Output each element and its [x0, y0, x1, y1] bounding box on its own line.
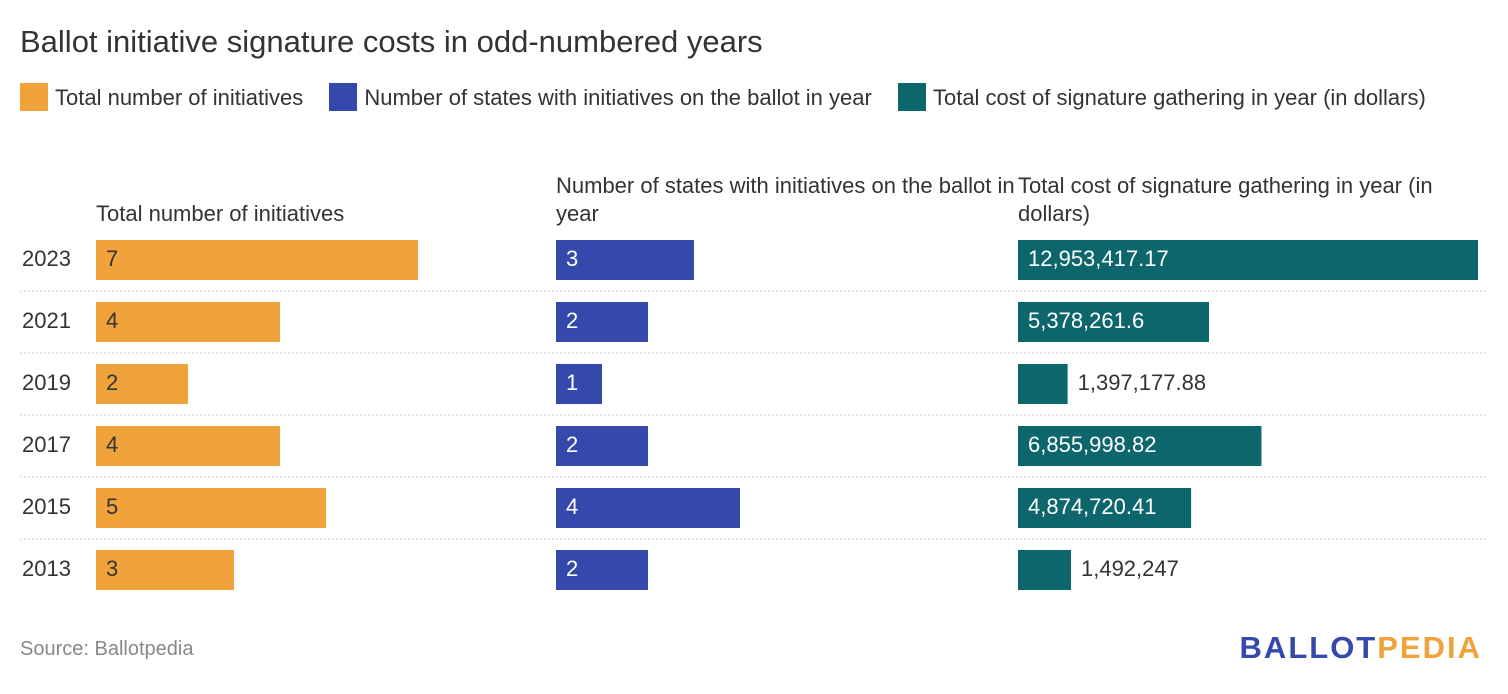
legend-label: Number of states with initiatives on the… [364, 85, 872, 110]
data-label: 2 [106, 370, 118, 395]
bar [556, 302, 648, 342]
bar [556, 364, 602, 404]
bar [1018, 488, 1192, 528]
bar [96, 550, 234, 590]
data-label: 1,397,177.88 [1078, 370, 1206, 395]
bar [556, 488, 740, 528]
y-tick-label: 2023 [22, 246, 71, 271]
data-label: 4,874,720.41 [1028, 494, 1156, 519]
data-label: 2 [566, 308, 578, 333]
legend-swatch [329, 83, 358, 111]
logo-part: PEDIA [1377, 630, 1482, 665]
panel-header: Total cost of signature gathering in yea… [1018, 173, 1433, 226]
data-label: 5 [106, 494, 118, 519]
bar [1018, 240, 1478, 280]
panel-header: Number of states with initiatives on the… [556, 173, 1015, 226]
data-label: 12,953,417.17 [1028, 246, 1169, 271]
y-tick-label: 2017 [22, 432, 71, 457]
legend-swatch [20, 83, 48, 111]
legend: Total number of initiatives Number of st… [20, 81, 1480, 115]
data-label: 6,855,998.82 [1028, 432, 1156, 457]
logo: BALLOTPEDIA [1240, 630, 1482, 666]
bar [96, 488, 326, 528]
logo-part: BALLOT [1239, 630, 1378, 665]
y-tick-label: 2019 [22, 370, 71, 395]
data-label: 2 [566, 432, 578, 457]
y-tick-label: 2021 [22, 308, 71, 333]
bar [1018, 302, 1209, 342]
panel-header: Total number of initiatives [96, 201, 345, 226]
bar [556, 426, 648, 466]
legend-item: Total number of initiatives [20, 83, 304, 111]
data-label: 2 [566, 556, 578, 581]
bar [1018, 426, 1262, 466]
bar [96, 302, 280, 342]
bar [1018, 550, 1071, 590]
legend-item: Number of states with initiatives on the… [329, 83, 872, 111]
bar [96, 426, 280, 466]
bar [96, 364, 188, 404]
bar [556, 550, 648, 590]
legend-label: Total cost of signature gathering in yea… [932, 85, 1426, 110]
bar [556, 240, 694, 280]
legend-item: Total cost of signature gathering in yea… [897, 83, 1426, 111]
data-label: 4 [106, 432, 118, 457]
chart-title: Ballot initiative signature costs in odd… [20, 24, 763, 59]
data-label: 1,492,247 [1081, 556, 1179, 581]
data-label: 4 [566, 494, 578, 519]
y-tick-label: 2013 [22, 556, 71, 581]
bar [1018, 364, 1068, 404]
data-label: 3 [106, 556, 118, 581]
bar [96, 240, 418, 280]
legend-swatch [897, 83, 926, 111]
source: Source: Ballotpedia [20, 638, 194, 660]
data-label: 5,378,261.6 [1028, 308, 1144, 333]
legend-label: Total number of initiatives [55, 85, 304, 110]
data-label: 7 [106, 246, 118, 271]
data-label: 4 [106, 308, 118, 333]
y-tick-label: 2015 [22, 494, 71, 519]
data-label: 3 [566, 246, 578, 271]
data-label: 1 [566, 370, 578, 395]
